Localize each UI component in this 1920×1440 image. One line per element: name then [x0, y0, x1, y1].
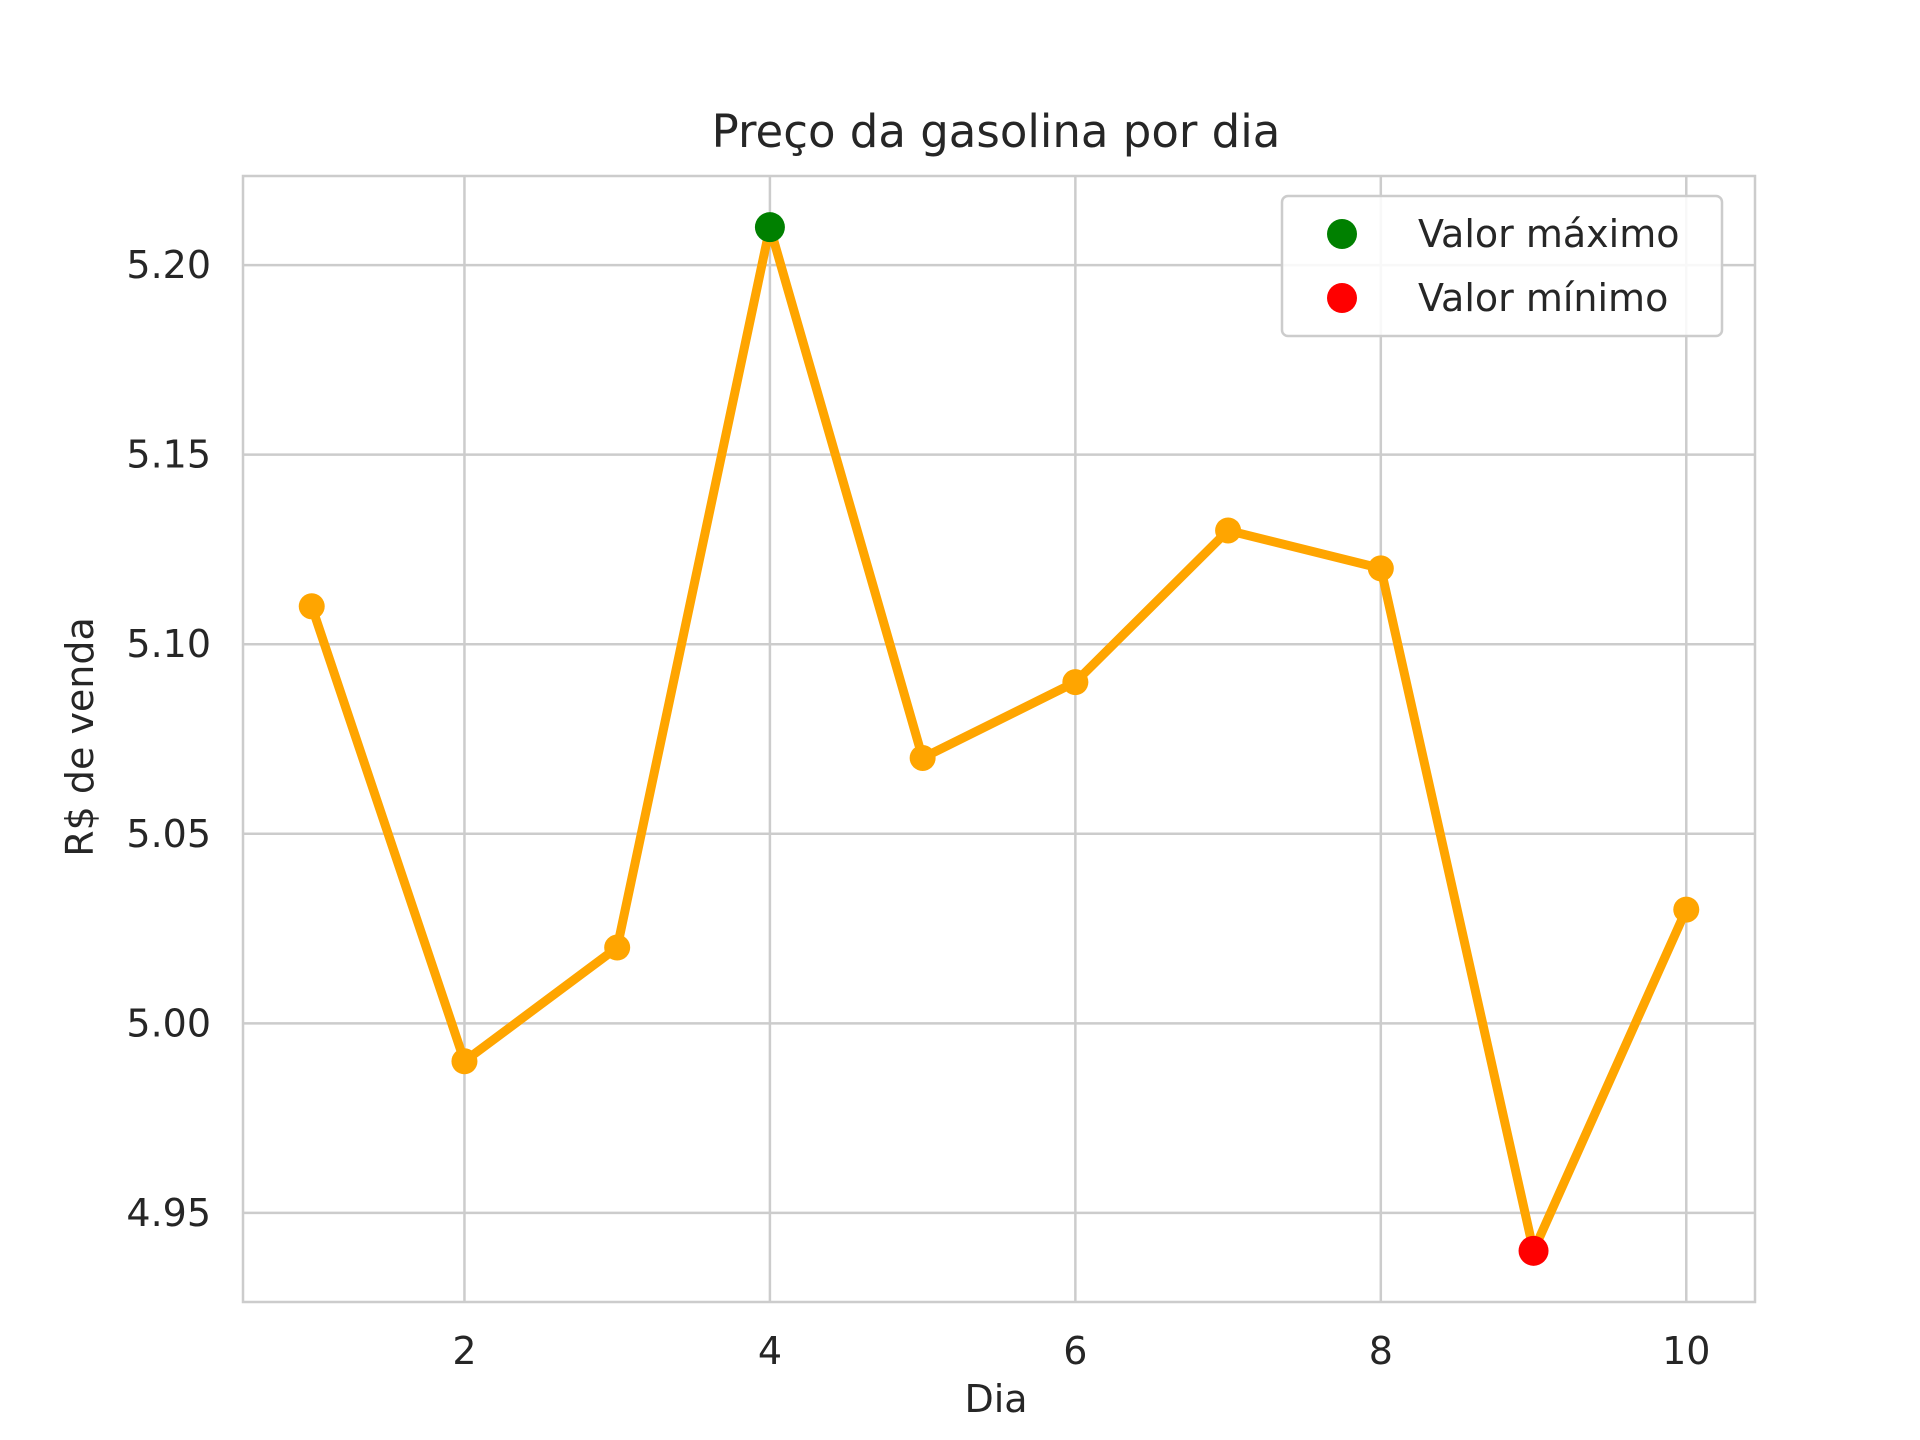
data-point [451, 1048, 478, 1075]
data-point [1215, 517, 1242, 544]
y-axis-label: R$ de venda [58, 617, 102, 857]
series-layer [298, 212, 1700, 1266]
data-point [1062, 669, 1089, 696]
data-point [604, 934, 631, 961]
series-line [307, 222, 1691, 1256]
data-point [1367, 555, 1394, 582]
data-point [1673, 896, 1700, 923]
highlight-point [1518, 1235, 1549, 1266]
y-tick-label: 5.15 [126, 433, 211, 477]
data-point [909, 744, 936, 771]
y-tick-label: 5.00 [126, 1001, 211, 1045]
highlight-point [754, 212, 785, 243]
x-tick-label: 4 [758, 1329, 782, 1373]
y-tick-label: 5.20 [126, 243, 211, 287]
chart-title: Preço da gasolina por dia [712, 105, 1281, 158]
data-point [298, 593, 325, 620]
legend-marker [1327, 219, 1357, 249]
y-tick-label: 5.05 [126, 812, 211, 856]
x-axis-label: Dia [964, 1377, 1027, 1421]
legend-label: Valor máximo [1418, 212, 1679, 256]
legend-box [1280, 194, 1724, 338]
legend-marker [1327, 283, 1357, 313]
tick-labels: 2 4 6 8 10 4.95 5.00 5.05 5.10 5.15 5.20 [126, 243, 1710, 1373]
y-tick-label: 5.10 [126, 622, 211, 666]
x-tick-label: 10 [1662, 1329, 1710, 1373]
plot-area-frame [241, 174, 1757, 1304]
legend: Valor máximo Valor mínimo [1280, 194, 1724, 338]
x-tick-label: 6 [1063, 1329, 1087, 1373]
x-tick-label: 2 [452, 1329, 476, 1373]
legend-label: Valor mínimo [1418, 276, 1668, 320]
y-tick-label: 4.95 [126, 1191, 211, 1235]
x-tick-label: 8 [1369, 1329, 1393, 1373]
